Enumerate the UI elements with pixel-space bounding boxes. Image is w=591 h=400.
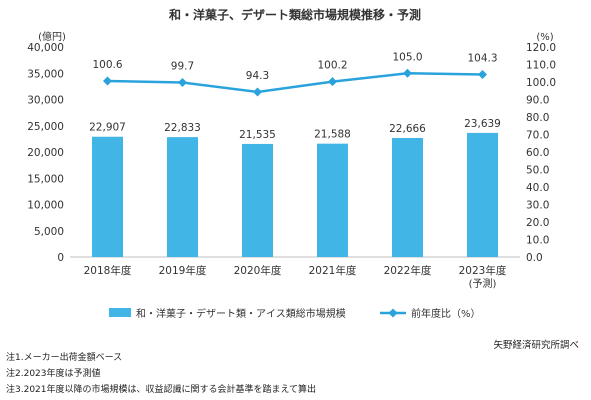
bar-2019年度 [167,137,198,257]
left-tick-label: 35,000 [27,68,64,80]
bar-2018年度 [92,136,123,257]
bar-2022年度 [392,138,423,257]
left-tick-label: 40,000 [27,42,64,54]
right-tick-label: 70.0 [526,130,549,142]
ratio-point [403,68,412,78]
chart-title: 和・洋菓子、デザート類総市場規模推移・予測 [168,7,421,22]
bar-2023年度 [467,132,498,257]
right-tick-label: 40.0 [526,182,549,194]
category-label: 2019年度 [159,264,207,277]
ratio-value-label: 94.3 [246,70,269,82]
bar-2020年度 [242,143,273,257]
bar-value-label: 22,666 [389,123,426,135]
category-label: 2018年度 [84,264,132,277]
ratio-line [107,71,483,94]
bar-value-label: 22,907 [89,122,126,134]
legend-bar-swatch [109,308,131,317]
ratio-point [103,76,112,86]
legend-bar-label: 和・洋菓子・デザート類・アイス類総市場規模 [136,307,346,320]
left-tick-label: 10,000 [27,200,64,212]
right-tick-label: 100.0 [526,77,556,89]
bar-value-label: 21,535 [239,129,276,141]
left-tick-label: 0 [57,252,64,264]
chart: 和・洋菓子、デザート類総市場規模推移・予測 (億円) (%) 0 5,000 10,000… [27,7,556,320]
category-label: 2022年度 [384,264,432,277]
right-tick-label: 90.0 [526,95,549,107]
bar-value-label: 23,639 [464,118,501,130]
bar-2021年度 [317,143,348,257]
left-tick-label: 5,000 [34,226,64,238]
ratio-value-label: 100.6 [92,59,122,71]
right-tick-label: 20.0 [526,217,549,229]
right-tick-label: 60.0 [526,147,549,159]
bar-value-label: 22,833 [164,122,201,134]
category-label: 2021年度 [309,264,357,277]
right-tick-label: 80.0 [526,112,549,124]
source-credit: 矢野経済研究所調べ [493,340,579,351]
ratio-value-label: 104.3 [467,52,497,64]
right-tick-label: 30.0 [526,200,549,212]
note-3: 注3.2021年度以降の市場規模は、収益認識に関する会計基準を踏まえて算出 [6,385,317,395]
right-axis-unit: (%) [536,32,553,43]
note-1: 注1.メーカー出荷金額ベース [6,353,123,363]
ratio-value-label: 105.0 [392,51,422,63]
ratio-point [328,77,337,87]
left-tick-label: 25,000 [27,121,64,133]
note-2: 注2.2023年度は予測値 [6,369,101,379]
right-tick-label: 110.0 [526,60,556,72]
right-tick-label: 120.0 [526,42,556,54]
category-sublabel: (予測) [469,277,497,290]
ratio-value-label: 99.7 [171,61,194,73]
right-tick-label: 0.0 [526,252,543,264]
category-label: 2020年度 [234,264,282,277]
category-label: 2023年度 [459,264,507,277]
bar-value-label: 21,588 [314,129,351,141]
ratio-point [253,87,262,97]
right-tick-label: 50.0 [526,165,549,177]
ratio-point [478,69,487,79]
right-tick-label: 10.0 [526,235,549,247]
ratio-value-label: 100.2 [317,60,347,72]
legend-line-marker [388,308,398,318]
legend-line-label: 前年度比（%） [411,307,481,320]
left-tick-label: 20,000 [27,147,64,159]
left-tick-label: 30,000 [27,95,64,107]
left-tick-label: 15,000 [27,173,64,185]
left-axis-unit: (億円) [38,30,66,43]
ratio-point [178,78,187,88]
